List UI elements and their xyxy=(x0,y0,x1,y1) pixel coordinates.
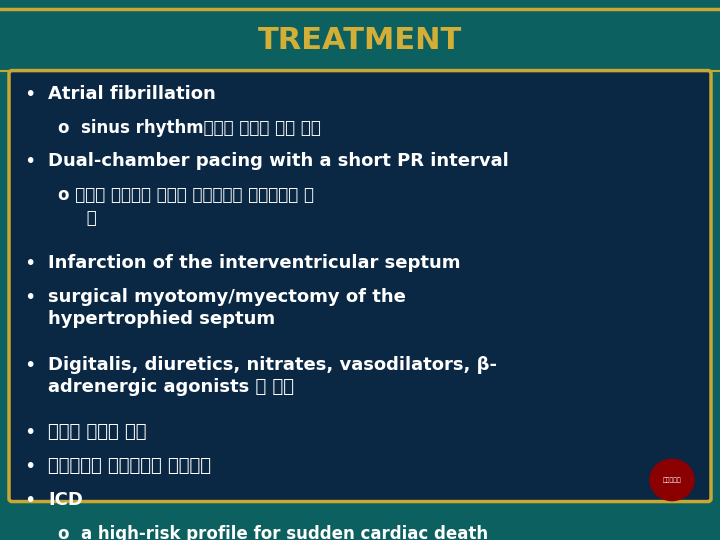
Text: o  sinus rhythm회복과 유지를 위해 노력: o sinus rhythm회복과 유지를 위해 노력 xyxy=(58,119,321,137)
Text: TREATMENT: TREATMENT xyxy=(258,26,462,55)
Text: o 심실의 탈분극과 수충의 양상변화로 증상완화를 꼴
     함: o 심실의 탈분극과 수충의 양상변화로 증상완화를 꼴 함 xyxy=(58,186,314,226)
Text: 경희대학교: 경희대학교 xyxy=(662,477,681,483)
Text: Infarction of the interventricular septum: Infarction of the interventricular septu… xyxy=(48,254,461,272)
Text: •: • xyxy=(24,423,36,442)
Text: •: • xyxy=(24,356,36,375)
Text: ICD: ICD xyxy=(48,491,83,509)
Text: •: • xyxy=(24,85,36,104)
Text: •: • xyxy=(24,491,36,510)
Text: •: • xyxy=(24,457,36,476)
Text: Dual-chamber pacing with a short PR interval: Dual-chamber pacing with a short PR inte… xyxy=(48,152,509,171)
Text: •: • xyxy=(24,288,36,307)
FancyBboxPatch shape xyxy=(9,71,711,502)
Text: •: • xyxy=(24,152,36,171)
Text: •: • xyxy=(24,254,36,273)
Text: 소량의 음주도 위험: 소량의 음주도 위험 xyxy=(48,423,146,442)
Circle shape xyxy=(650,459,694,501)
Text: surgical myotomy/myectomy of the
hypertrophied septum: surgical myotomy/myectomy of the hypertr… xyxy=(48,288,406,328)
Text: Atrial fibrillation: Atrial fibrillation xyxy=(48,85,216,103)
Text: 직계가족은 심초음파도 시행권장: 직계가족은 심초음파도 시행권장 xyxy=(48,457,211,475)
Text: Digitalis, diuretics, nitrates, vasodilators, β-
adrenergic agonists 는 금기: Digitalis, diuretics, nitrates, vasodila… xyxy=(48,356,497,396)
Text: o  a high-risk profile for sudden cardiac death: o a high-risk profile for sudden cardiac… xyxy=(58,525,488,540)
